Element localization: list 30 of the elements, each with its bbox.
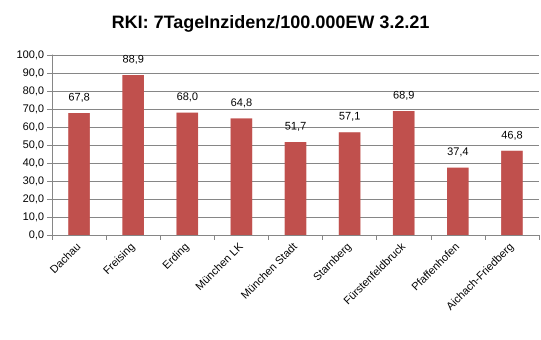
data-label: 68,0 — [176, 91, 198, 104]
y-tick-label: 10,0 — [22, 211, 44, 223]
bar — [338, 132, 360, 235]
data-label: 46,8 — [501, 129, 523, 142]
y-tick-label: 80,0 — [22, 85, 44, 97]
y-tick-label: 30,0 — [22, 175, 44, 187]
bar — [284, 142, 306, 235]
y-tick-label: 100,0 — [16, 49, 44, 61]
y-tick-label: 50,0 — [22, 139, 44, 151]
y-tick-label: 60,0 — [22, 121, 44, 133]
data-label: 88,9 — [122, 53, 144, 66]
bar — [68, 112, 90, 235]
bar — [501, 150, 523, 235]
y-tick-label: 40,0 — [22, 157, 44, 169]
data-label: 68,9 — [393, 89, 414, 102]
bar — [230, 118, 252, 235]
data-label: 37,4 — [447, 146, 469, 158]
y-tick-label: 70,0 — [22, 103, 44, 115]
bar — [392, 110, 415, 235]
y-tick-label: 20,0 — [22, 193, 44, 205]
y-tick-label: 90,0 — [22, 67, 44, 79]
data-label: 64,8 — [230, 96, 252, 109]
bar — [447, 168, 469, 235]
data-label: 67,8 — [68, 91, 90, 104]
chart-title: RKI: 7TageInzidenz/100.000EW 3.2.21 — [112, 12, 430, 32]
bar — [176, 112, 198, 235]
bar — [122, 74, 144, 235]
data-label: 51,7 — [284, 120, 306, 132]
y-tick-label: 0,0 — [28, 229, 44, 241]
data-label: 57,1 — [338, 110, 360, 123]
